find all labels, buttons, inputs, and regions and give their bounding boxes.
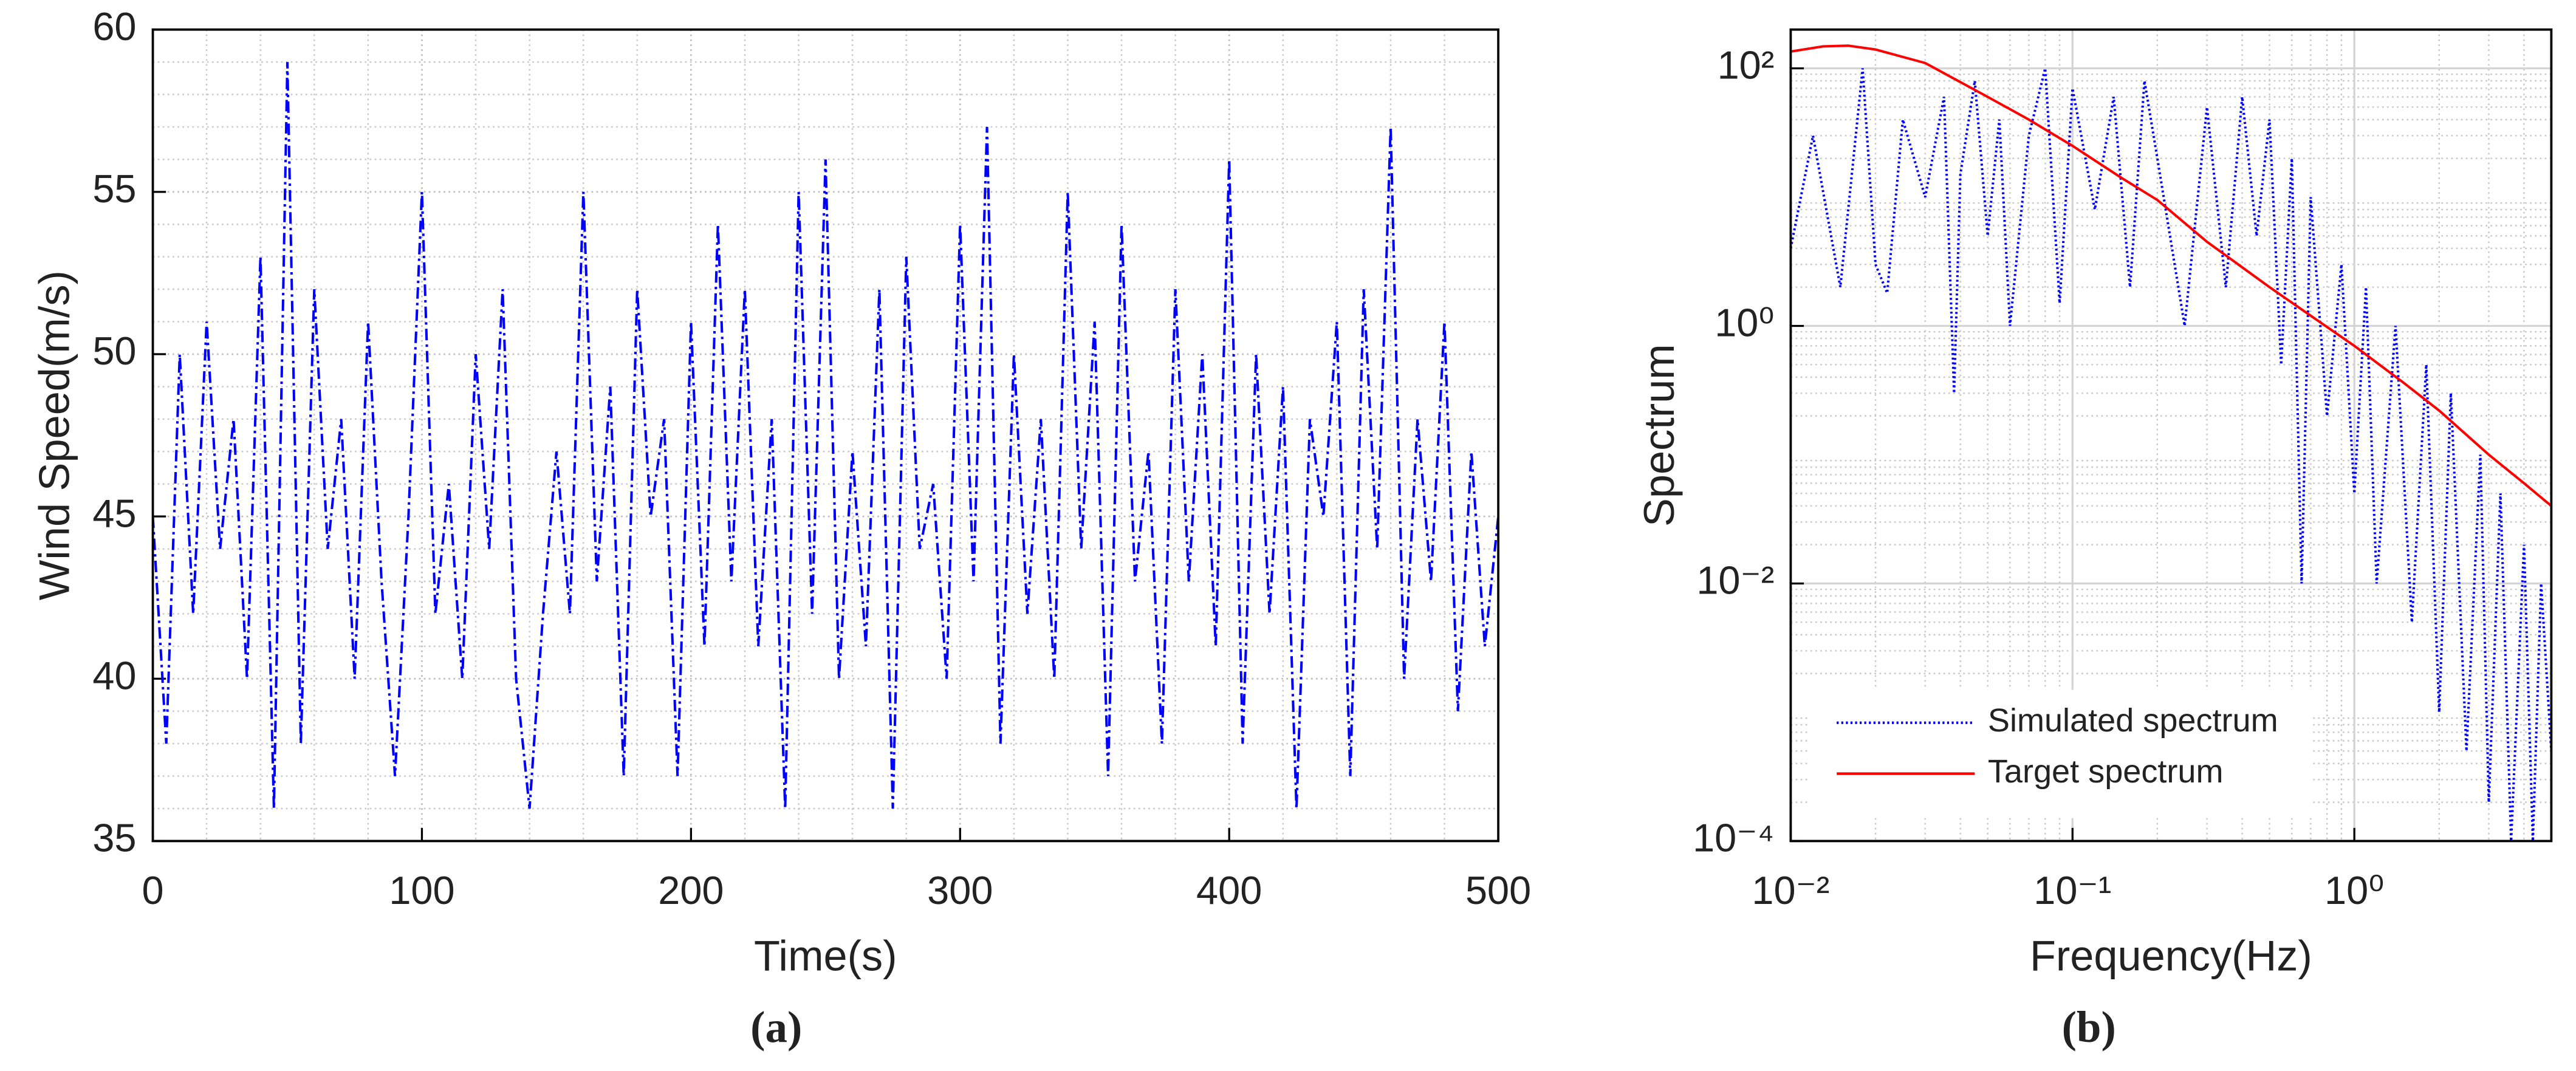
x-axis-label: Time(s) [754, 932, 897, 980]
y-tick-label: 40 [92, 653, 136, 697]
x-tick-label: 10⁰ [2324, 868, 2384, 912]
y-tick-label: 45 [92, 491, 136, 535]
legend-box [1810, 689, 2312, 818]
legend: Simulated spectrum Target spectrum [1810, 689, 2312, 818]
x-tick-label: 400 [1196, 868, 1262, 912]
x-tick-label: 200 [658, 868, 724, 912]
y-tick-label: 10⁻⁴ [1693, 816, 1774, 860]
x-tick-label: 0 [142, 868, 163, 912]
x-tick-label: 100 [389, 868, 454, 912]
x-axis-label: Frequency(Hz) [2030, 932, 2312, 980]
axes-box [151, 28, 1500, 843]
plot-area [152, 29, 1499, 841]
y-tick-label: 35 [92, 816, 136, 860]
data-line [1790, 44, 2552, 507]
x-tick-label: 10⁻¹ [2033, 868, 2111, 912]
y-tick-label: 60 [92, 4, 136, 49]
y-tick-label: 10² [1718, 43, 1775, 87]
y-axis-label: Wind Speed(m/s) [30, 270, 78, 600]
data-line [1790, 68, 2552, 841]
legend-label: Target spectrum [1988, 753, 2224, 790]
legend-label: Simulated spectrum [1988, 702, 2278, 739]
y-axis-label: Spectrum [1635, 344, 1683, 527]
subplot: 10⁻² 10⁻¹ 10⁰ 10⁻⁴ 10⁻² 10⁰ 10² Simulated spect… [1635, 28, 2553, 1052]
y-tick-label: 55 [92, 166, 136, 211]
y-tick-label: 10⁰ [1714, 301, 1774, 345]
y-tick-label: 50 [92, 329, 136, 373]
y-tick-label: 10⁻² [1696, 558, 1774, 603]
x-tick-label: 500 [1465, 868, 1531, 912]
data-line [152, 62, 1499, 809]
axes-box [1789, 28, 2553, 843]
subplot: 0 100 200 300 400 500 35 40 45 50 55 60 Time(s) Wind … [30, 4, 1531, 1052]
x-tick-label: 10⁻² [1752, 868, 1829, 912]
caption: (a) [750, 1002, 802, 1052]
x-tick-label: 300 [927, 868, 993, 912]
caption: (b) [2062, 1002, 2116, 1052]
